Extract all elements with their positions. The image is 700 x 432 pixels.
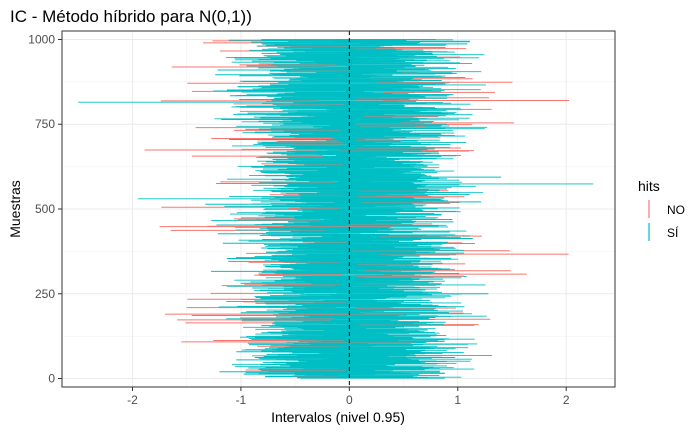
x-tick-label: -1 bbox=[236, 393, 247, 407]
chart-title: IC - Método híbrido para N(0,1)) bbox=[10, 7, 252, 26]
x-tick-label: -2 bbox=[127, 393, 138, 407]
legend-title: hits bbox=[638, 178, 660, 194]
y-axis: 0 250 500 750 1000 bbox=[28, 32, 62, 386]
x-tick-label: 1 bbox=[454, 393, 461, 407]
y-tick-label: 500 bbox=[35, 202, 55, 216]
y-tick-label: 250 bbox=[35, 287, 55, 301]
legend-label-no: NO bbox=[667, 203, 685, 217]
interval-segments bbox=[78, 39, 594, 379]
x-axis: -2 -1 0 1 2 bbox=[127, 387, 570, 407]
y-axis-title: Muestras bbox=[7, 180, 23, 238]
legend: hits NO SÍ bbox=[638, 178, 685, 241]
y-tick-label: 750 bbox=[35, 117, 55, 131]
legend-label-si: SÍ bbox=[667, 225, 679, 240]
y-tick-label: 0 bbox=[48, 372, 55, 386]
x-axis-title: Intervalos (nivel 0.95) bbox=[271, 409, 405, 425]
x-tick-label: 2 bbox=[563, 393, 570, 407]
x-tick-label: 0 bbox=[346, 393, 353, 407]
y-tick-label: 1000 bbox=[28, 32, 55, 46]
